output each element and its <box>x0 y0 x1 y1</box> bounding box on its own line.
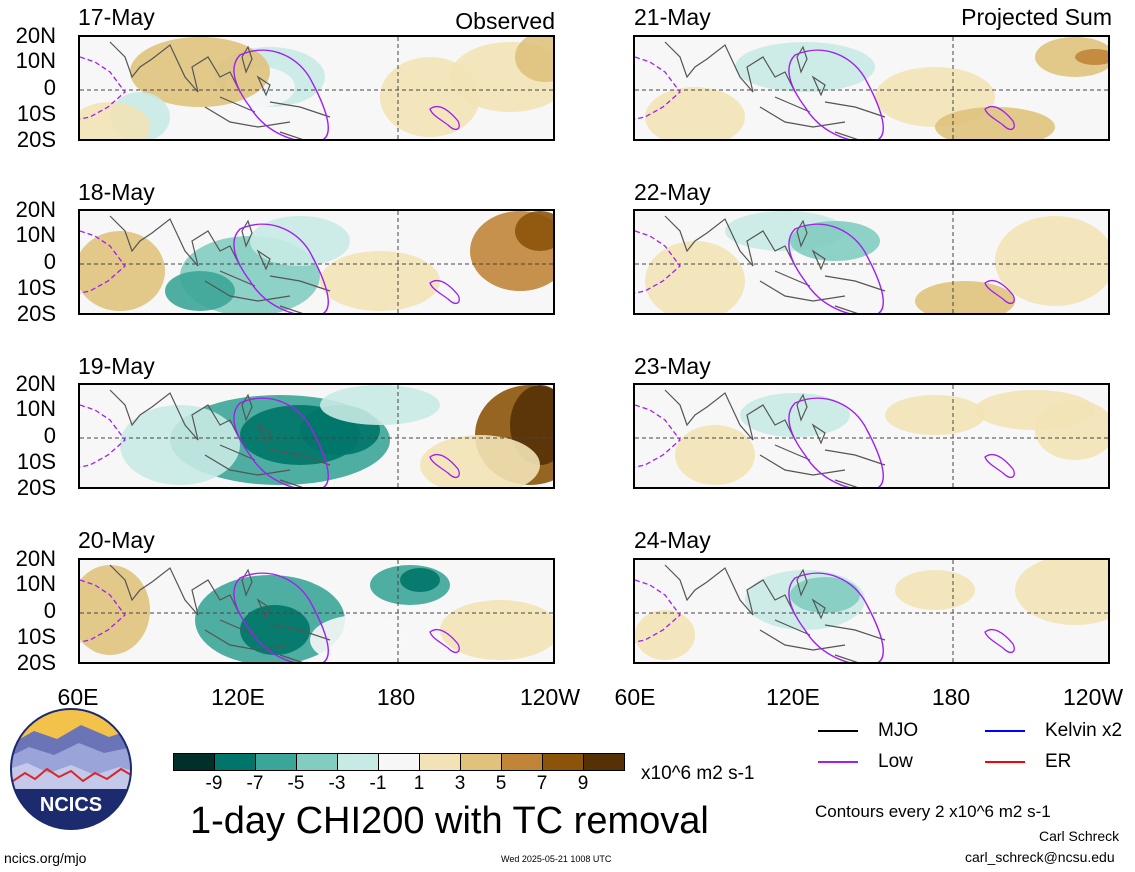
map-field-right-2 <box>635 211 1108 313</box>
timestamp: Wed 2025-05-21 1008 UTC <box>501 854 612 864</box>
legend-label-er: ER <box>1045 751 1072 772</box>
colorbar-label: 3 <box>454 773 466 794</box>
lat-label-r2-10s: 10S <box>16 275 56 300</box>
observed-label: Observed <box>455 8 555 34</box>
legend-line-low <box>818 761 858 763</box>
author-name: Carl Schreck <box>1039 828 1120 844</box>
map-panel-left-4 <box>78 558 555 664</box>
map-panel-right-4 <box>633 558 1110 664</box>
lat-label-r4-0: 0 <box>43 598 56 623</box>
legend-label-low: Low <box>878 751 913 772</box>
colorbar-label: 5 <box>495 773 507 794</box>
lat-label-r4-20s: 20S <box>16 650 56 675</box>
colorbar-label: -1 <box>369 773 387 794</box>
lat-label-r1-10n: 10N <box>15 48 56 73</box>
lat-label-r3-0: 0 <box>43 423 56 448</box>
panel-date-right-4: 24-May <box>634 527 711 553</box>
lat-label-r1-0: 0 <box>43 75 56 100</box>
lat-label-r2-0: 0 <box>43 249 56 274</box>
lon-label-120e-right: 120E <box>766 684 820 710</box>
lat-label-r3-10s: 10S <box>16 449 56 474</box>
colorbar-label: -5 <box>287 773 305 794</box>
lat-label-r4-20n: 20N <box>15 546 56 571</box>
lon-label-120e-left: 120E <box>211 684 265 710</box>
projected-sum-label: Projected Sum <box>961 4 1112 30</box>
lon-label-180-right: 180 <box>931 684 971 710</box>
map-panel-right-1 <box>633 35 1110 141</box>
panel-date-right-2: 22-May <box>634 179 711 205</box>
colorbar-swatch <box>214 753 256 771</box>
lat-label-r1-20s: 20S <box>16 127 56 152</box>
colorbar-swatch <box>378 753 420 771</box>
map-field-left-3 <box>80 385 553 487</box>
map-panel-left-2 <box>78 209 555 315</box>
lat-label-r4-10n: 10N <box>15 571 56 596</box>
legend-label-kelvin: Kelvin x2 <box>1045 720 1123 741</box>
lon-label-60e-left: 60E <box>57 684 99 710</box>
lon-label-180-left: 180 <box>376 684 416 710</box>
colorbar-swatch <box>501 753 543 771</box>
colorbar-swatch <box>173 753 215 771</box>
map-panel-right-2 <box>633 209 1110 315</box>
colorbar-label: 9 <box>577 773 589 794</box>
panel-date-left-4: 20-May <box>78 527 155 553</box>
panel-date-right-3: 23-May <box>634 353 711 379</box>
map-field-left-1 <box>80 37 553 139</box>
colorbar-swatch <box>255 753 297 771</box>
ncics-logo: NCICS <box>10 708 132 830</box>
legend-line-kelvin <box>985 730 1025 732</box>
lat-label-r1-10s: 10S <box>16 101 56 126</box>
legend-line-mjo <box>818 730 858 732</box>
map-field-left-2 <box>80 211 553 313</box>
panel-date-left-1: 17-May <box>78 4 155 30</box>
colorbar-label: 7 <box>536 773 548 794</box>
map-field-right-1 <box>635 37 1108 139</box>
colorbar-swatch <box>542 753 584 771</box>
map-panel-left-3 <box>78 383 555 489</box>
colorbar-swatch <box>337 753 379 771</box>
lat-label-r2-20n: 20N <box>15 197 56 222</box>
lat-label-r1-20n: 20N <box>15 23 56 48</box>
colorbar-swatch <box>583 753 625 771</box>
colorbar-label: -3 <box>328 773 346 794</box>
colorbar-swatch <box>460 753 502 771</box>
lon-label-120w-right: 120W <box>1063 684 1124 710</box>
colorbar-label: 1 <box>413 773 425 794</box>
lat-label-r3-20s: 20S <box>16 475 56 500</box>
contours-note: Contours every 2 x10^6 m2 s-1 <box>815 802 1051 821</box>
lat-label-r4-10s: 10S <box>16 624 56 649</box>
colorbar-units: x10^6 m2 s-1 <box>641 763 755 784</box>
logo-text: NCICS <box>40 794 102 816</box>
legend-label-mjo: MJO <box>878 720 919 741</box>
map-field-left-4 <box>80 560 553 662</box>
colorbar-label: -7 <box>246 773 264 794</box>
map-field-right-3 <box>635 385 1108 487</box>
panel-date-right-1: 21-May <box>634 4 711 30</box>
figure-title: 1-day CHI200 with TC removal <box>190 800 709 842</box>
map-field-right-4 <box>635 560 1108 662</box>
colorbar-swatch <box>419 753 461 771</box>
colorbar-label: -9 <box>205 773 223 794</box>
map-panel-right-3 <box>633 383 1110 489</box>
lat-label-r2-20s: 20S <box>16 301 56 326</box>
panel-date-left-3: 19-May <box>78 353 155 379</box>
lon-label-120w-left: 120W <box>519 684 581 710</box>
map-panel-left-1 <box>78 35 555 141</box>
lat-label-r2-10n: 10N <box>15 222 56 247</box>
colorbar-swatch <box>296 753 338 771</box>
lat-label-r3-10n: 10N <box>15 396 56 421</box>
lon-label-60e-right: 60E <box>614 684 656 710</box>
site-url: ncics.org/mjo <box>4 850 87 866</box>
author-email: carl_schreck@ncsu.edu <box>965 849 1115 865</box>
lat-label-r3-20n: 20N <box>15 371 56 396</box>
panel-date-left-2: 18-May <box>78 179 155 205</box>
legend-line-er <box>985 761 1025 763</box>
